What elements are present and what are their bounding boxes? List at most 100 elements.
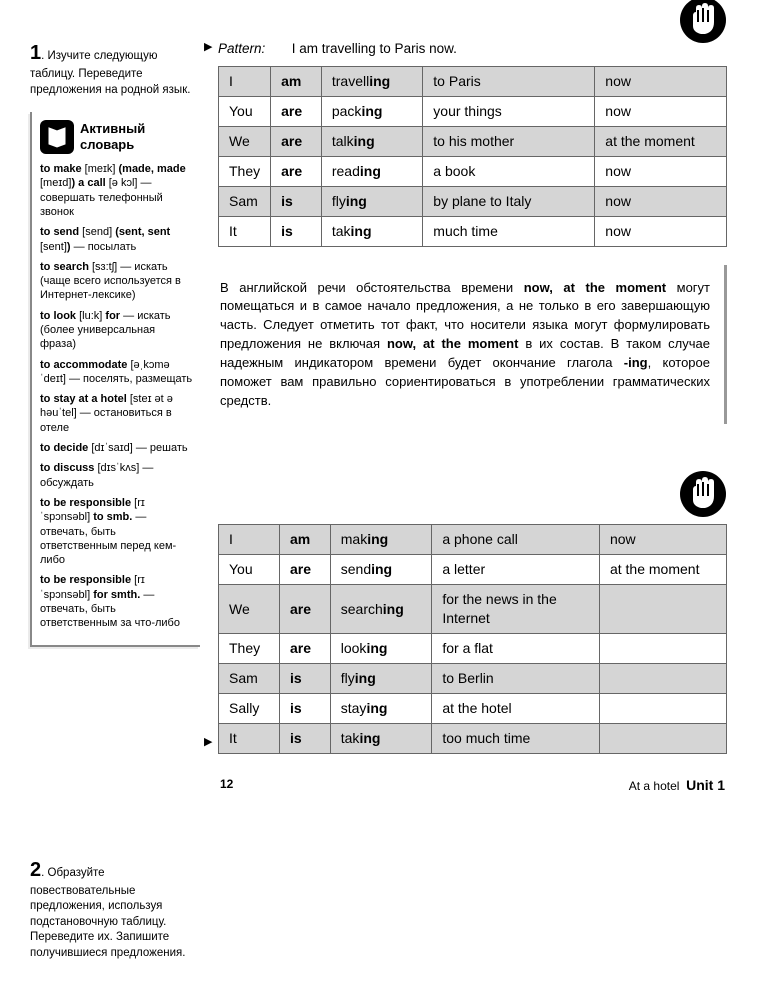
table-cell: to Berlin bbox=[432, 663, 600, 693]
table-row: Samisflyingby plane to Italynow bbox=[219, 186, 727, 216]
exercise-1-num: 1 bbox=[30, 42, 41, 64]
table-cell: now bbox=[595, 67, 727, 97]
vocab-entry: to be responsible [rɪˈspɔnsəbl] for smth… bbox=[40, 573, 194, 630]
table-cell: staying bbox=[330, 693, 432, 723]
exercise-1: 1. Изучите следующую таблицу. Переведите… bbox=[30, 40, 200, 98]
main-content: ▶ Pattern: I am travelling to Paris now.… bbox=[218, 40, 727, 961]
book-icon bbox=[40, 120, 74, 154]
table-row: Wearesearchingfor the news in the Intern… bbox=[219, 585, 727, 634]
table-cell bbox=[599, 663, 726, 693]
table-cell: now bbox=[595, 216, 727, 246]
vocab-entries: to make [meɪk] (made, made [meɪd]) a cal… bbox=[40, 162, 194, 631]
table-cell: now bbox=[595, 156, 727, 186]
table-cell: travelling bbox=[321, 67, 422, 97]
table-cell: looking bbox=[330, 634, 432, 664]
table-row: Wearetalkingto his motherat the moment bbox=[219, 127, 727, 157]
table-cell: reading bbox=[321, 156, 422, 186]
table-cell: now bbox=[599, 525, 726, 555]
grammar-table-2: Iammakinga phone callnowYouaresendinga l… bbox=[218, 524, 727, 753]
arrow-icon: ▶ bbox=[204, 735, 212, 750]
table-cell: Sam bbox=[219, 186, 271, 216]
table-cell: packing bbox=[321, 97, 422, 127]
table-cell: It bbox=[219, 723, 280, 753]
table-cell: a letter bbox=[432, 555, 600, 585]
exercise-1-text: . Изучите следующую таблицу. Переведите … bbox=[30, 50, 190, 96]
table-row: Theyarelookingfor a flat bbox=[219, 634, 727, 664]
vocab-entry: to accommodate [əˌkɔməˈdeɪt] — поселять,… bbox=[40, 358, 194, 387]
table-cell: to his mother bbox=[423, 127, 595, 157]
vocab-entry: to look [lu:k] for — искать (более униве… bbox=[40, 309, 194, 352]
table-cell: are bbox=[279, 634, 330, 664]
table-cell: your things bbox=[423, 97, 595, 127]
vocab-entry: to send [send] (sent, sent [sent]) — пос… bbox=[40, 225, 194, 254]
table-row: Itistakingtoo much time bbox=[219, 723, 727, 753]
table-cell: We bbox=[219, 585, 280, 634]
table-cell: I bbox=[219, 67, 271, 97]
exercise-2: 2. Образуйте повествовательные предложен… bbox=[30, 857, 200, 962]
table-cell bbox=[599, 585, 726, 634]
table-cell: It bbox=[219, 216, 271, 246]
table-cell: now bbox=[595, 97, 727, 127]
table-cell: are bbox=[279, 555, 330, 585]
table-cell: is bbox=[271, 186, 322, 216]
pattern-text: I am travelling to Paris now. bbox=[292, 41, 457, 56]
exercise-2-text: . Образуйте повествовательные предложени… bbox=[30, 867, 185, 959]
vocab-entry: to search [sɜ:tʃ] — искать (чаще всего и… bbox=[40, 260, 194, 303]
hand-icon bbox=[679, 470, 727, 518]
table-cell: taking bbox=[321, 216, 422, 246]
sidebar: 1. Изучите следующую таблицу. Переведите… bbox=[30, 40, 200, 961]
table-cell: They bbox=[219, 156, 271, 186]
table-cell: is bbox=[279, 663, 330, 693]
explanation-box: В английской речи обстоятельства времени… bbox=[218, 265, 727, 425]
table-row: Iamtravellingto Parisnow bbox=[219, 67, 727, 97]
table-cell: You bbox=[219, 555, 280, 585]
table-cell: at the hotel bbox=[432, 693, 600, 723]
pattern-row: ▶ Pattern: I am travelling to Paris now. bbox=[218, 40, 727, 58]
table-cell: a book bbox=[423, 156, 595, 186]
vocab-title: Активный словарь bbox=[80, 121, 145, 152]
table-cell: flying bbox=[321, 186, 422, 216]
table-cell: at the moment bbox=[599, 555, 726, 585]
arrow-icon: ▶ bbox=[204, 40, 212, 55]
page-footer: 12 At a hotel Unit 1 bbox=[218, 776, 727, 795]
table-cell: I bbox=[219, 525, 280, 555]
table-cell: We bbox=[219, 127, 271, 157]
table-cell: is bbox=[279, 723, 330, 753]
table-cell: am bbox=[279, 525, 330, 555]
table-cell: Sam bbox=[219, 663, 280, 693]
table-cell: to Paris bbox=[423, 67, 595, 97]
table-cell: am bbox=[271, 67, 322, 97]
table-cell: You bbox=[219, 97, 271, 127]
table-cell: making bbox=[330, 525, 432, 555]
table-cell: too much time bbox=[432, 723, 600, 753]
grammar-table-1: Iamtravellingto ParisnowYouarepackingyou… bbox=[218, 66, 727, 246]
vocab-entry: to decide [dɪˈsaɪd] — решать bbox=[40, 441, 194, 455]
page-number: 12 bbox=[220, 776, 233, 795]
vocab-entry: to be responsible [rɪˈspɔnsəbl] to smb. … bbox=[40, 496, 194, 567]
table-cell: much time bbox=[423, 216, 595, 246]
table-cell: are bbox=[271, 97, 322, 127]
table-cell: at the moment bbox=[595, 127, 727, 157]
table-cell: talking bbox=[321, 127, 422, 157]
pattern-label: Pattern: bbox=[218, 40, 288, 58]
table-cell: for the news in the Internet bbox=[432, 585, 600, 634]
exercise-2-num: 2 bbox=[30, 859, 41, 881]
table-cell: a phone call bbox=[432, 525, 600, 555]
table-cell: They bbox=[219, 634, 280, 664]
vocab-entry: to make [meɪk] (made, made [meɪd]) a cal… bbox=[40, 162, 194, 219]
hand-icon bbox=[679, 0, 727, 44]
table-cell: now bbox=[595, 186, 727, 216]
table-cell: for a flat bbox=[432, 634, 600, 664]
table-row: Theyarereadinga booknow bbox=[219, 156, 727, 186]
vocab-entry: to discuss [dɪsˈkʌs] — обсуждать bbox=[40, 461, 194, 490]
vocab-entry: to stay at a hotel [steɪ ət ə həuˈtel] —… bbox=[40, 392, 194, 435]
table-row: Iammakinga phone callnow bbox=[219, 525, 727, 555]
table-cell: are bbox=[279, 585, 330, 634]
table-row: Itistakingmuch timenow bbox=[219, 216, 727, 246]
vocab-box: Активный словарь to make [meɪk] (made, m… bbox=[30, 112, 200, 647]
unit-label: At a hotel Unit 1 bbox=[629, 776, 725, 795]
table-cell: are bbox=[271, 156, 322, 186]
table-cell: Sally bbox=[219, 693, 280, 723]
table-row: Youarepackingyour thingsnow bbox=[219, 97, 727, 127]
table-cell: are bbox=[271, 127, 322, 157]
